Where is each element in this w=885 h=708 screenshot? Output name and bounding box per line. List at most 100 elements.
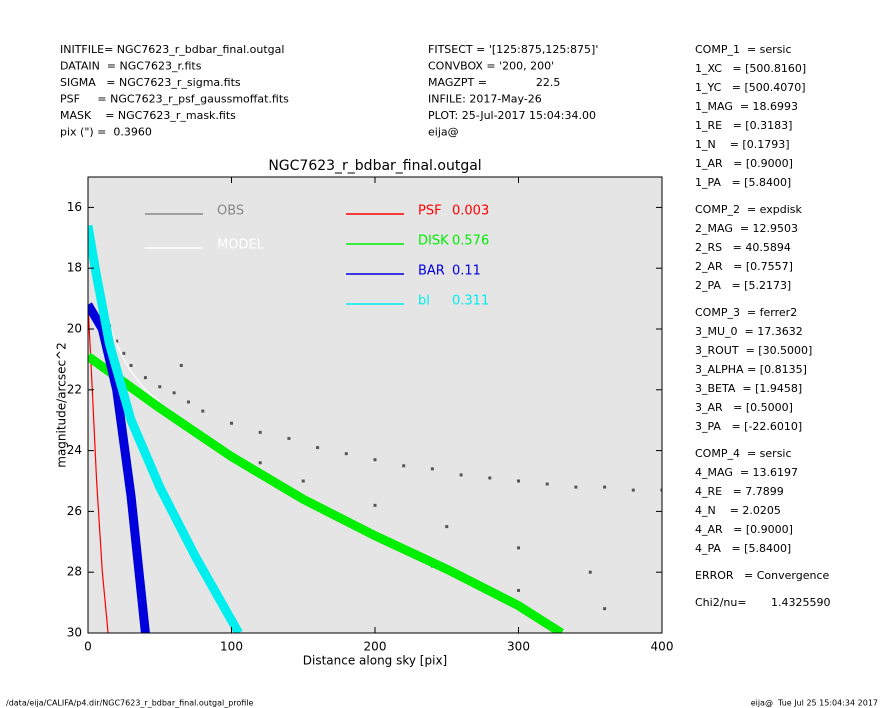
data-point <box>301 479 305 483</box>
header-line: DATAIN = NGC7623_r.fits <box>60 60 202 73</box>
y-tick-label: 26 <box>67 504 82 518</box>
legend-fraction: 0.11 <box>452 264 481 279</box>
parameter-line: 2_RS = 40.5894 <box>695 241 791 254</box>
data-point <box>517 588 520 592</box>
data-point <box>459 473 463 477</box>
header-line: PSF = NGC7623_r_psf_gaussmoffat.fits <box>60 93 289 106</box>
y-axis-label: magnitude/arcsec^2 <box>55 342 69 468</box>
data-point <box>588 570 592 574</box>
data-point <box>402 464 406 468</box>
header-line: INITFILE= NGC7623_r_bdbar_final.outgal <box>60 43 284 56</box>
parameter-line: 2_AR = [0.7557] <box>695 260 793 273</box>
y-tick-label: 22 <box>67 382 82 396</box>
y-tick-label: 28 <box>67 565 82 579</box>
header-line: eija@ <box>428 126 459 139</box>
data-point <box>179 363 183 367</box>
data-point <box>430 467 434 471</box>
x-axis-label: Distance along sky [pix] <box>303 654 447 668</box>
parameter-line: 4_MAG = 13.6197 <box>695 466 798 479</box>
legend-fraction: 0.576 <box>452 234 489 249</box>
data-point <box>445 525 449 529</box>
parameter-line: 1_XC = [500.8160] <box>695 62 806 75</box>
data-point <box>201 409 205 413</box>
y-tick-label: 20 <box>67 322 82 336</box>
parameter-line: 3_AR = [0.5000] <box>695 401 793 414</box>
data-point <box>603 607 607 611</box>
parameter-line: 4_N = 2.0205 <box>695 504 781 517</box>
footer-right: eija@ Tue Jul 25 15:04:34 2017 <box>751 699 878 708</box>
header-line: PLOT: 25-Jul-2017 15:04:34.00 <box>428 109 596 122</box>
legend-label: OBS <box>217 204 244 219</box>
data-point <box>517 479 520 483</box>
data-point <box>172 391 176 395</box>
legend-label: bl <box>418 294 430 309</box>
legend-label: PSF <box>418 204 442 219</box>
header-line: pix (") = 0.3960 <box>60 126 152 139</box>
profile-band <box>88 352 564 633</box>
x-tick-label: 200 <box>364 640 387 654</box>
data-point <box>373 503 377 507</box>
data-point <box>488 476 492 480</box>
data-point <box>545 482 549 486</box>
header-line: FITSECT = '[125:875,125:875]' <box>428 43 598 56</box>
data-point <box>631 488 635 492</box>
parameter-line: 1_MAG = 18.6993 <box>695 100 798 113</box>
header-line: MASK = NGC7623_r_mask.fits <box>60 109 236 122</box>
header-line: MAGZPT = 22.5 <box>428 76 560 89</box>
footer-left: /data/eija/CALIFA/p4.dir/NGC7623_r_bdbar… <box>6 699 254 708</box>
parameter-line: COMP_1 = sersic <box>695 43 792 56</box>
data-point <box>517 546 520 550</box>
plot-area <box>88 177 662 633</box>
y-tick-label: 24 <box>67 443 82 457</box>
chart-title: NGC7623_r_bdbar_final.outgal <box>268 158 481 174</box>
legend-fraction: 0.311 <box>452 294 489 309</box>
data-point <box>603 485 607 489</box>
parameter-line: 3_PA = [-22.6010] <box>695 420 802 433</box>
parameter-line: 1_YC = [500.4070] <box>695 81 806 94</box>
x-tick-label: 300 <box>507 640 530 654</box>
parameter-line: ERROR = Convergence <box>695 569 829 582</box>
data-point <box>186 400 190 404</box>
legend-label: MODEL <box>217 238 265 253</box>
header-line: SIGMA = NGC7623_r_sigma.fits <box>60 76 241 89</box>
parameter-line: 2_PA = [5.2173] <box>695 279 791 292</box>
legend-label: BAR <box>418 264 445 279</box>
data-point <box>316 446 320 450</box>
parameter-line: COMP_4 = sersic <box>695 447 792 460</box>
y-tick-label: 16 <box>67 200 82 214</box>
parameter-line: 2_MAG = 12.9503 <box>695 222 798 235</box>
parameter-line: 3_ALPHA = [0.8135] <box>695 363 807 376</box>
parameter-line: 4_PA = [5.8400] <box>695 542 791 555</box>
parameter-line: 3_MU_0 = 17.3632 <box>695 325 803 338</box>
profile-band <box>88 224 243 633</box>
data-point <box>115 339 119 343</box>
x-tick-label: 100 <box>220 640 243 654</box>
data-point <box>122 351 126 355</box>
parameter-line: 1_N = [0.1793] <box>695 138 790 151</box>
data-point <box>660 488 662 492</box>
parameter-line: 4_RE = 7.7899 <box>695 485 784 498</box>
data-point <box>258 430 262 434</box>
plot-marks <box>88 224 662 633</box>
parameter-line: COMP_2 = expdisk <box>695 203 803 216</box>
data-point <box>143 376 147 380</box>
data-point <box>287 436 291 440</box>
parameter-line: 4_AR = [0.9000] <box>695 523 793 536</box>
profile-band <box>88 302 150 633</box>
data-point <box>344 452 348 456</box>
y-tick-label: 18 <box>67 261 82 275</box>
data-point <box>258 461 262 465</box>
data-point <box>373 458 377 462</box>
legend-label: DISK <box>418 234 449 249</box>
parameter-line: 3_ROUT = [30.5000] <box>695 344 812 357</box>
parameter-line: COMP_3 = ferrer2 <box>695 306 797 319</box>
x-tick-label: 0 <box>84 640 92 654</box>
header-line: INFILE: 2017-May-26 <box>428 93 542 106</box>
parameter-line: 1_AR = [0.9000] <box>695 157 793 170</box>
data-point <box>230 421 233 425</box>
header-line: CONVBOX = '200, 200' <box>428 60 554 73</box>
parameter-line: 1_RE = [0.3183] <box>695 119 792 132</box>
parameter-line: 3_BETA = [1.9458] <box>695 382 802 395</box>
